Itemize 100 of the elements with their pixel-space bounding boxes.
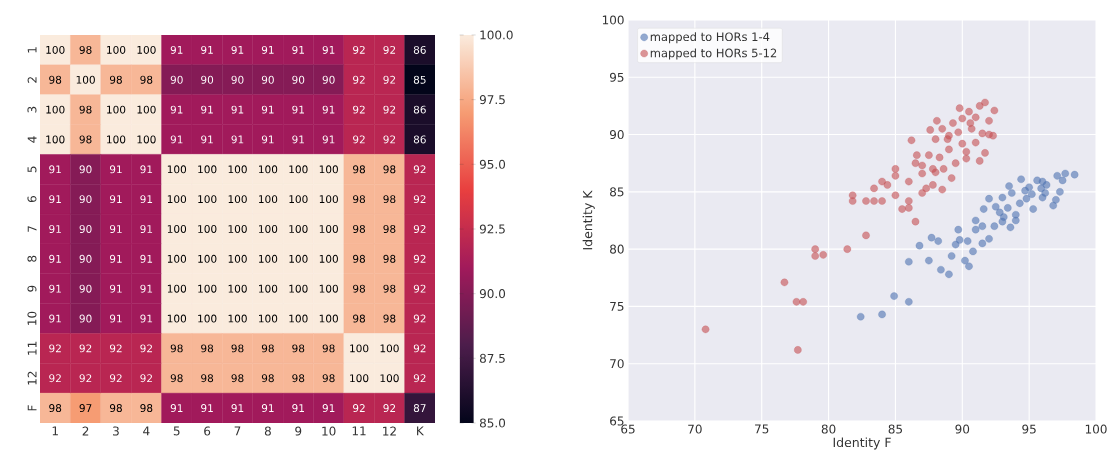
data-label: 100	[259, 284, 278, 293]
data-label: 100	[259, 195, 278, 204]
data-label: 92	[79, 374, 92, 383]
point	[999, 213, 1008, 221]
data-label: 100	[76, 75, 95, 84]
x-tick-label: 85	[888, 424, 903, 434]
data-label: 92	[49, 344, 61, 353]
data-label: 91	[49, 284, 61, 293]
x-tick-label: 12	[383, 426, 396, 436]
data-label: 86	[413, 105, 426, 114]
y-tick-label: 100	[602, 15, 624, 25]
data-label: 100	[228, 195, 247, 204]
data-label: 100	[198, 254, 217, 263]
data-label: 85	[413, 75, 426, 84]
point	[1025, 183, 1033, 192]
data-label: 98	[231, 344, 244, 353]
data-label: 98	[353, 254, 366, 263]
y-tick-label: 4	[27, 136, 37, 143]
data-label: 98	[201, 344, 214, 353]
data-label: 92	[140, 374, 152, 383]
point	[1053, 172, 1062, 180]
data-label: 91	[201, 45, 213, 54]
data-label: 92	[413, 344, 426, 353]
data-label: 98	[383, 254, 396, 263]
legend-label: mapped to HORs 5-12	[650, 48, 777, 60]
data-label: 90	[79, 254, 92, 263]
point	[905, 257, 913, 266]
data-label: 98	[79, 135, 92, 144]
color-bar-label: 87.5	[479, 353, 505, 363]
point	[1056, 188, 1064, 196]
data-label: 98	[322, 344, 335, 353]
data-label: 100	[259, 254, 278, 263]
y-tick-label: F	[27, 405, 37, 411]
data-label: 100	[137, 135, 156, 144]
y-tick-label: 8	[27, 255, 37, 262]
data-label: 90	[201, 75, 214, 84]
point	[1011, 210, 1020, 219]
point	[925, 256, 933, 265]
data-label: 92	[413, 284, 426, 293]
data-label: 100	[289, 314, 308, 323]
data-label: 90	[79, 195, 92, 204]
data-label: 98	[49, 404, 62, 413]
data-label: 91	[109, 195, 122, 204]
data-label: 91	[261, 105, 274, 114]
data-label: 92	[413, 374, 426, 383]
data-label: 92	[383, 135, 396, 144]
data-label: 100	[198, 195, 217, 204]
point	[990, 222, 999, 231]
data-label: 100	[107, 135, 126, 144]
point	[955, 236, 964, 244]
data-label: 91	[261, 135, 274, 144]
point	[951, 240, 960, 249]
data-label: 100	[46, 135, 65, 144]
x-tick-label: 65	[621, 424, 635, 434]
data-label: 90	[79, 284, 92, 293]
x-tick-label: K	[417, 426, 425, 436]
data-label: 100	[289, 165, 308, 174]
data-label: 90	[231, 75, 244, 84]
point	[985, 194, 993, 203]
data-label: 91	[109, 284, 122, 293]
data-label: 91	[140, 225, 153, 233]
data-label: 98	[383, 225, 396, 233]
data-label: 90	[79, 314, 92, 323]
data-label: 91	[140, 254, 153, 263]
data-label: 90	[79, 225, 92, 233]
x-tick-label: 100	[1085, 424, 1107, 434]
point	[947, 252, 956, 260]
data-label: 92	[413, 254, 426, 263]
color-bar-label: 95.0	[479, 159, 506, 169]
data-label: 100	[107, 45, 126, 54]
data-label: 98	[383, 165, 396, 174]
data-label: 92	[383, 45, 396, 54]
data-label: 91	[49, 314, 61, 323]
data-label: 92	[353, 75, 365, 84]
data-label: 100	[259, 314, 278, 323]
data-label: 91	[170, 105, 183, 114]
color-bar-label: 100.0	[480, 30, 513, 40]
data-label: 91	[292, 135, 304, 144]
data-label: 100	[228, 314, 247, 323]
point	[1052, 196, 1060, 204]
data-label: 100	[198, 314, 217, 323]
data-label: 92	[109, 374, 122, 383]
y-tick-label: 11	[27, 341, 37, 355]
data-label: 100	[198, 225, 217, 233]
point	[945, 270, 953, 279]
point	[978, 239, 987, 248]
data-label: 100	[319, 165, 338, 174]
y-tick-label: 80	[610, 244, 624, 254]
data-label: 100	[167, 165, 187, 174]
y-tick-label: 1	[27, 47, 37, 53]
data-label: 100	[289, 225, 308, 233]
data-label: 91	[140, 195, 153, 204]
data-label: 91	[322, 404, 335, 413]
x-tick-label: 1	[52, 426, 58, 436]
point	[954, 225, 963, 234]
data-label: 91	[231, 105, 244, 114]
data-label: 92	[383, 75, 396, 84]
data-label: 98	[170, 344, 183, 353]
point	[878, 310, 886, 319]
data-label: 92	[413, 195, 426, 204]
